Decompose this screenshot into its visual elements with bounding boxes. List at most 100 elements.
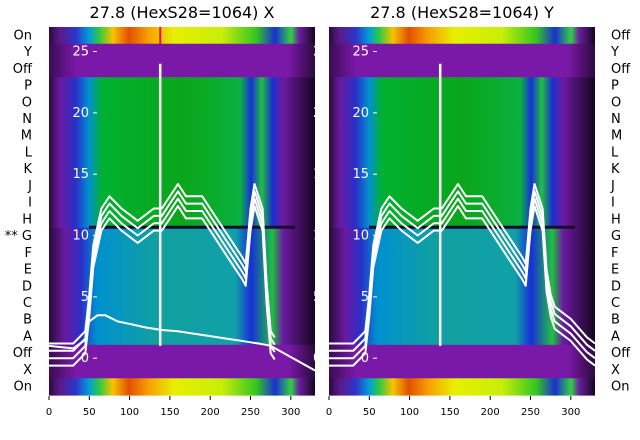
overlay-tick-label: 15 [352,167,369,182]
heatmap-row [329,110,595,128]
overlay-tick-label: 20 [352,106,369,121]
heatmap-row [49,177,315,195]
row-label-right: G [611,229,621,244]
heatmap-row [329,378,595,396]
row-label: A [23,329,32,344]
heatmap-row [329,294,595,312]
row-label-right: H [611,212,621,227]
row-label: J [27,179,32,194]
row-label-right: L [611,145,619,160]
heatmap-row [49,160,315,179]
series-line [49,183,276,345]
heatmap-row [49,344,315,363]
row-label: C [23,296,32,311]
x-tick-label: 150 [160,407,179,418]
heatmap-row [49,261,315,279]
heatmap-row [329,127,595,145]
x-tick-label: 250 [241,407,260,418]
heatmap-row [329,261,595,279]
row-label-right: I [611,196,615,211]
row-label-right: D [611,279,621,294]
row-label-right: Off [611,28,631,43]
x-axis-y: 0 50 100 150 200 250 300 [326,396,580,418]
x-axis-x: 0 50 100 150 200 250 300 [46,396,300,418]
overlay-ticks-y: 0 5 10 15 20 25 [352,45,377,366]
row-label: P [24,79,32,94]
heatmap-row [49,311,315,329]
row-label-right: Off [611,346,631,361]
overlay-tick-label: 25 [352,45,369,60]
x-tick-label: 50 [363,407,376,418]
row-label: ** G [5,229,32,244]
overlay-ticks-x: 0 0 5 5 10 10 15 15 20 20 25 25 [72,45,329,367]
overlay-tick-label: 0 [81,351,89,366]
x-tick-label: 150 [440,407,459,418]
heatmap-row [49,277,315,296]
heatmap-row [329,361,595,379]
heatmap-row [329,177,595,195]
heatmap-row [329,194,595,212]
x-tick-label: 250 [521,407,540,418]
row-label: I [28,196,32,211]
overlay-tick-label-right: 0 [313,351,321,366]
row-label: On [14,380,32,395]
overlay-tick-label: 5 [361,290,369,305]
heatmap-row [329,144,595,162]
overlay-tick-label: 10 [352,229,369,244]
heatmap-row [329,328,595,346]
chart-title-y: 27.8 (HexS28=1064) Y [370,3,554,22]
heatmap-row [49,244,315,262]
row-label-right: A [611,329,620,344]
series-line [49,197,276,360]
row-label: On [14,28,32,43]
overlay-tick-label: 15 [72,167,89,182]
overlay-tick-label-right: 25 [313,45,330,60]
heatmap-gap [89,225,295,229]
heatmap-row [329,43,595,62]
heatmap-gap [369,225,575,229]
row-label: K [23,162,32,177]
row-label: F [25,246,32,261]
row-label: H [22,212,32,227]
row-label-right: F [611,246,618,261]
heatmap-row [49,194,315,212]
series-line [49,205,276,367]
series-line [49,190,276,352]
heatmap-row [49,144,315,162]
series-y [329,63,596,367]
heatmap-row [329,93,595,112]
row-label: Off [13,346,33,361]
row-label-right: B [611,313,620,328]
heatmap-row [49,43,315,62]
row-label: M [21,129,32,144]
overlay-tick-label: 20 [72,106,89,121]
x-tick-label: 0 [46,407,52,418]
heatmap-row [329,160,595,179]
overlay-tick-label-right: 10 [313,229,330,244]
row-label: O [22,95,32,110]
row-label-right: X [611,363,620,378]
panel-y: 27.8 (HexS28=1064) Y Off Y Off PONMLKJIHGFE… [326,3,631,418]
row-label-right: On [611,380,629,395]
x-tick-label: 200 [481,407,500,418]
heatmap-row [329,27,595,45]
row-label-right: C [611,296,620,311]
row-label-right: E [611,263,619,278]
x-tick-label: 100 [120,407,139,418]
heatmap-row [49,93,315,112]
row-label: D [22,279,32,294]
overlay-tick-label-right: 15 [313,167,330,182]
x-tick-label: 200 [201,407,220,418]
heatmap-row [49,27,315,45]
row-label-right: M [611,129,622,144]
row-label-right: Off [611,62,631,77]
series-line [48,314,316,372]
series-line [329,183,596,345]
series-x [48,27,316,372]
heatmap-row [329,60,595,78]
heatmap-row [329,311,595,329]
